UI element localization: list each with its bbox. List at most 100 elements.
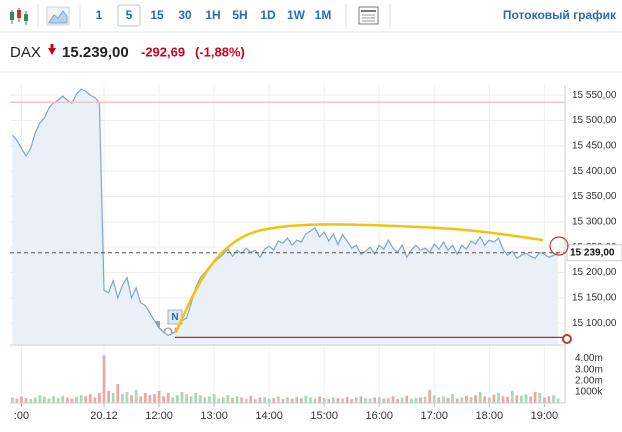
volume-bar bbox=[263, 396, 266, 403]
volume-bar bbox=[221, 397, 225, 403]
annotation-dot bbox=[562, 334, 572, 344]
x-tick-label: :00 bbox=[14, 410, 29, 422]
volume-bar bbox=[148, 395, 152, 403]
volume-bar bbox=[295, 396, 299, 403]
interval-button[interactable]: 1D bbox=[260, 8, 276, 22]
volume-bar bbox=[20, 396, 23, 403]
y-tick-label: 15 450,00 bbox=[572, 140, 617, 151]
event-marker: N bbox=[171, 312, 178, 323]
volume-bar bbox=[38, 395, 42, 403]
volume-bar bbox=[272, 398, 276, 403]
volume-bar bbox=[304, 395, 308, 403]
volume-bar bbox=[153, 394, 156, 403]
volume-panel-bg bbox=[10, 353, 565, 403]
interval-button[interactable]: 1 bbox=[96, 8, 103, 22]
interval-button[interactable]: 5 bbox=[126, 8, 133, 22]
area-chart-button[interactable] bbox=[46, 6, 70, 26]
volume-bar bbox=[510, 390, 514, 403]
volume-bar bbox=[143, 393, 147, 403]
volume-bar bbox=[75, 396, 78, 403]
volume-bar bbox=[226, 395, 230, 403]
interval-button[interactable]: 1M bbox=[315, 8, 332, 22]
down-arrow bbox=[48, 44, 56, 55]
price-area bbox=[12, 89, 559, 345]
volume-bar bbox=[70, 398, 74, 403]
y-tick-label: 15 200,00 bbox=[572, 267, 617, 278]
volume-bar bbox=[102, 355, 106, 403]
y2-tick-label: 4.00m bbox=[575, 353, 603, 364]
volume-bar bbox=[281, 399, 285, 403]
volume-bar bbox=[428, 389, 432, 403]
x-tick-label: 19:00 bbox=[531, 410, 559, 422]
volume-bar bbox=[194, 393, 198, 403]
interval-button[interactable]: 15 bbox=[150, 8, 164, 22]
x-tick-label: 20.12 bbox=[90, 410, 118, 422]
x-tick-label: 12:00 bbox=[145, 410, 173, 422]
volume-bar bbox=[492, 394, 496, 403]
volume-bar bbox=[542, 397, 546, 403]
interval-button[interactable]: 1H bbox=[205, 8, 220, 22]
volume-bar bbox=[203, 397, 207, 403]
settings-button[interactable] bbox=[358, 6, 379, 25]
volume-bar bbox=[10, 397, 14, 403]
interval-button[interactable]: 5H bbox=[232, 8, 247, 22]
volume-bar bbox=[364, 398, 367, 403]
volume-bar bbox=[474, 395, 477, 403]
volume-bar bbox=[180, 391, 184, 403]
volume-bar bbox=[276, 396, 280, 403]
volume-bar bbox=[359, 396, 363, 403]
symbol: DAX bbox=[10, 44, 41, 61]
volume-bar bbox=[125, 391, 129, 403]
volume-bar bbox=[130, 395, 133, 403]
volume-bar bbox=[345, 396, 349, 403]
volume-bar bbox=[515, 395, 519, 403]
volume-bar bbox=[88, 394, 92, 403]
volume-bar bbox=[400, 397, 404, 403]
volume-bar bbox=[405, 395, 409, 403]
candlestick-button[interactable] bbox=[10, 8, 28, 25]
volume-bar bbox=[497, 393, 500, 403]
change: -292,69 bbox=[141, 44, 185, 59]
volume-bar bbox=[166, 393, 170, 403]
last-price-box bbox=[566, 244, 622, 262]
volume-bar bbox=[244, 398, 248, 403]
volume-bar bbox=[65, 397, 69, 403]
volume-bar bbox=[121, 394, 124, 403]
volume-bar bbox=[520, 395, 523, 403]
volume-bar bbox=[290, 398, 294, 403]
y-tick-label: 15 350,00 bbox=[572, 191, 617, 202]
volume-bar bbox=[414, 398, 418, 403]
y-tick-label: 15 500,00 bbox=[572, 115, 617, 126]
volume-bar bbox=[501, 396, 505, 403]
volume-bar bbox=[533, 391, 537, 403]
volume-bar bbox=[56, 398, 60, 403]
volume-bar bbox=[176, 395, 179, 403]
volume-bar bbox=[354, 397, 358, 403]
annotation-curve bbox=[174, 223, 544, 334]
volume-bar bbox=[327, 399, 331, 403]
volume-bar bbox=[231, 398, 234, 403]
x-tick-label: 14:00 bbox=[255, 410, 283, 422]
x-tick-label: 15:00 bbox=[310, 410, 338, 422]
volume-bar bbox=[212, 394, 216, 403]
stream-link[interactable]: Потоковый график bbox=[503, 8, 617, 22]
volume-bar bbox=[185, 394, 188, 403]
volume-bar bbox=[409, 398, 413, 403]
volume-bar bbox=[235, 396, 239, 403]
y2-tick-label: 3.00m bbox=[575, 364, 603, 375]
interval-button[interactable]: 30 bbox=[178, 8, 192, 22]
y-tick-label: 15 550,00 bbox=[572, 90, 617, 101]
volume-bar bbox=[61, 395, 65, 403]
interval-button[interactable]: 1W bbox=[287, 8, 306, 22]
volume-bar bbox=[286, 397, 289, 403]
volume-bar bbox=[43, 396, 46, 403]
volume-bar bbox=[309, 397, 312, 403]
volume-bar bbox=[373, 397, 377, 403]
x-tick-label: 13:00 bbox=[200, 410, 228, 422]
volume-bar bbox=[116, 384, 120, 403]
volume-bar bbox=[249, 395, 253, 403]
price-line bbox=[11, 88, 559, 337]
y2-tick-label: 1000k bbox=[575, 387, 603, 398]
volume-bar bbox=[387, 398, 390, 403]
volume-bar bbox=[24, 398, 28, 403]
